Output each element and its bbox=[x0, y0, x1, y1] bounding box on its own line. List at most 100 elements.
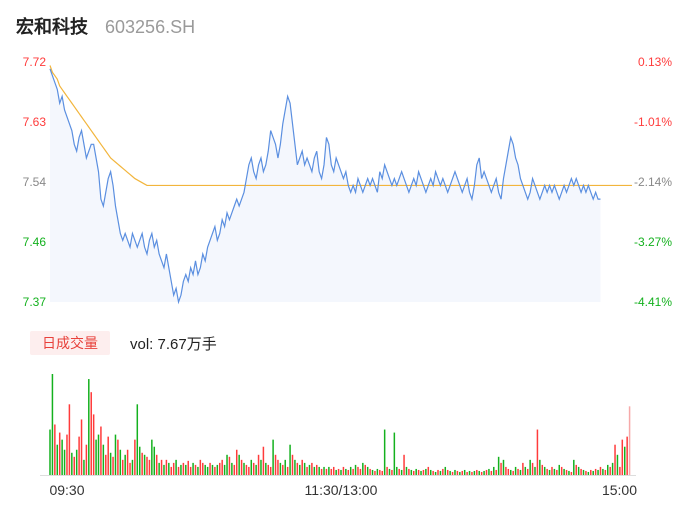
volume-bar bbox=[163, 464, 165, 475]
volume-bar bbox=[607, 464, 609, 475]
volume-bar bbox=[73, 456, 75, 475]
volume-bar bbox=[456, 470, 459, 475]
volume-bar bbox=[78, 436, 80, 475]
volume-bar bbox=[585, 470, 587, 475]
time-tick-label: 11:30/13:00 bbox=[305, 482, 378, 498]
volume-bar bbox=[459, 471, 461, 475]
volume-bar bbox=[286, 466, 289, 475]
volume-bar bbox=[126, 449, 129, 475]
volume-bar bbox=[90, 392, 92, 475]
volume-bar bbox=[408, 468, 410, 475]
volume-bar bbox=[279, 462, 282, 475]
volume-bar bbox=[328, 466, 330, 475]
volume-bar bbox=[151, 439, 153, 475]
volume-bar bbox=[252, 462, 255, 475]
volume-bar bbox=[136, 404, 139, 475]
volume-bar bbox=[306, 466, 308, 475]
volume-bar bbox=[345, 468, 347, 475]
volume-bar bbox=[454, 469, 456, 475]
volume-bar bbox=[366, 466, 369, 475]
volume-bar bbox=[543, 466, 546, 475]
volume-bar bbox=[512, 470, 514, 475]
volume-bar bbox=[269, 466, 272, 475]
volume-bar bbox=[621, 439, 624, 475]
volume-bar bbox=[480, 471, 483, 475]
volume-bar bbox=[529, 459, 531, 475]
volume-bar bbox=[299, 464, 301, 475]
volume-bar bbox=[410, 469, 413, 475]
volume-bar bbox=[398, 468, 400, 475]
volume-bar bbox=[400, 469, 403, 475]
volume-bar bbox=[122, 459, 124, 475]
volume-bar bbox=[614, 444, 616, 475]
volume-bar bbox=[289, 444, 291, 475]
volume-bar bbox=[313, 466, 316, 475]
volume-bar bbox=[158, 462, 160, 475]
volume-bar bbox=[476, 469, 478, 475]
volume-bar bbox=[168, 462, 170, 475]
volume-bar bbox=[63, 449, 66, 475]
volume-bar bbox=[260, 459, 262, 475]
volume-bar bbox=[446, 469, 449, 475]
volume-bar bbox=[493, 466, 495, 475]
volume-bar bbox=[354, 464, 357, 475]
volume-summary: vol: 7.67万手 bbox=[130, 336, 217, 353]
volume-bar bbox=[204, 464, 206, 475]
volume-bar bbox=[189, 466, 192, 475]
volume-bar bbox=[83, 459, 85, 475]
volume-bar bbox=[337, 468, 340, 475]
volume-bar bbox=[267, 464, 269, 475]
volume-bar bbox=[519, 469, 522, 475]
volume-bar bbox=[92, 414, 95, 475]
volume-bar bbox=[539, 459, 541, 475]
volume-bar bbox=[604, 469, 607, 475]
volume-bar bbox=[335, 469, 337, 475]
volume-bar bbox=[357, 466, 359, 475]
volume-bar bbox=[194, 464, 197, 475]
volume-bar bbox=[437, 469, 439, 475]
volume-bar bbox=[68, 404, 71, 475]
volume-bar bbox=[616, 454, 619, 475]
volume-bar bbox=[623, 446, 626, 475]
volume-bar bbox=[403, 454, 405, 475]
volume-bar bbox=[238, 454, 240, 475]
volume-bar bbox=[405, 466, 408, 475]
volume-bar bbox=[415, 468, 417, 475]
volume-bar bbox=[138, 446, 141, 475]
volume-bar bbox=[109, 452, 112, 475]
volume-bar bbox=[277, 459, 279, 475]
volume-bar bbox=[420, 470, 422, 475]
volume-bar bbox=[180, 464, 182, 475]
price-tick-label: 7.46 bbox=[23, 235, 47, 249]
volume-bar bbox=[374, 470, 376, 475]
volume-bar bbox=[209, 462, 211, 475]
volume-bar bbox=[563, 468, 565, 475]
volume-bar bbox=[383, 429, 386, 475]
volume-bar bbox=[413, 470, 415, 475]
volume-bar bbox=[626, 436, 628, 475]
volume-bar bbox=[75, 449, 78, 475]
volume-bar bbox=[155, 454, 158, 475]
volume-bar bbox=[483, 470, 485, 475]
volume-bar bbox=[490, 470, 493, 475]
volume-bar bbox=[568, 470, 570, 475]
price-tick-label: 7.37 bbox=[23, 295, 47, 309]
volume-bar bbox=[100, 426, 102, 475]
volume-bar bbox=[342, 466, 345, 475]
volume-bar bbox=[153, 446, 156, 475]
volume-bar bbox=[599, 466, 602, 475]
price-line bbox=[49, 68, 601, 305]
volume-bar bbox=[517, 468, 519, 475]
volume-bar bbox=[56, 444, 59, 475]
volume-bar bbox=[294, 459, 296, 475]
volume-bar bbox=[51, 374, 54, 475]
volume-bar bbox=[240, 459, 243, 475]
volume-bar bbox=[468, 470, 471, 475]
volume-bar bbox=[325, 468, 328, 475]
volume-bar bbox=[95, 439, 97, 475]
volume-bar bbox=[88, 379, 90, 475]
volume-bar bbox=[531, 462, 534, 475]
volume-bar bbox=[119, 449, 122, 475]
volume-tab[interactable]: 日成交量 bbox=[30, 331, 110, 355]
volume-bar bbox=[570, 471, 573, 475]
